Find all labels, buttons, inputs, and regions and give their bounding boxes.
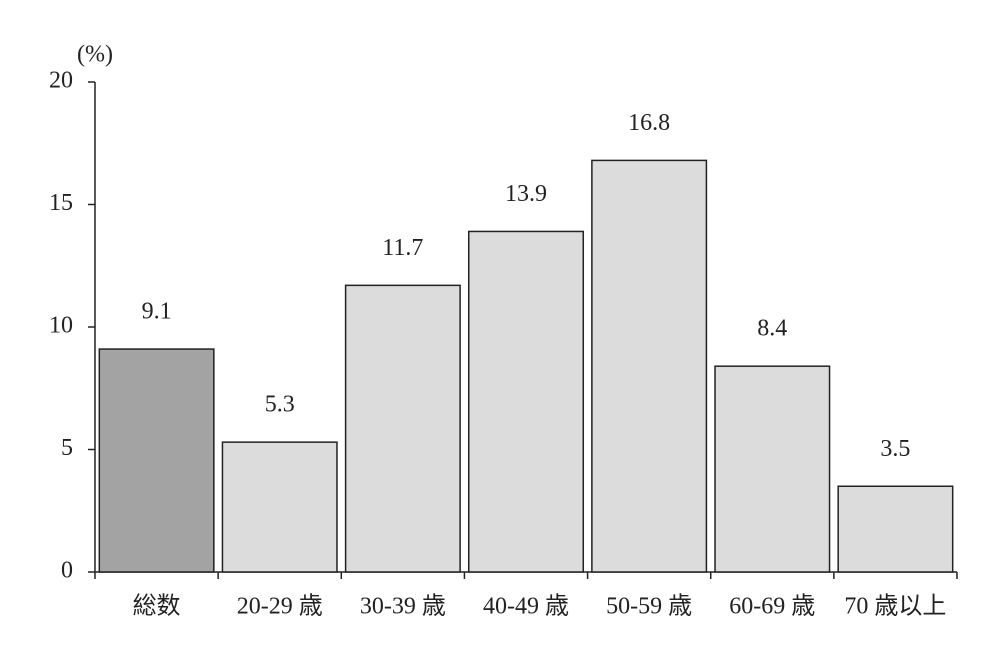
y-tick-label: 15	[49, 190, 73, 216]
value-label: 3.5	[880, 436, 910, 462]
value-label: 5.3	[265, 392, 295, 418]
value-label: 11.7	[382, 235, 423, 261]
bar	[344, 284, 461, 573]
y-tick-label: 0	[61, 558, 73, 584]
value-label: 13.9	[505, 181, 547, 207]
x-tick-label: 総数	[133, 593, 181, 620]
bar	[837, 485, 954, 573]
y-tick-label: 10	[49, 313, 73, 339]
value-label: 9.1	[142, 299, 172, 325]
bar	[467, 230, 585, 573]
x-tick-label: 50-59 歳	[606, 593, 692, 620]
y-tick-label: 5	[61, 435, 73, 461]
bar	[714, 365, 831, 573]
x-tick-label: 70 歳以上	[844, 593, 946, 620]
x-tick-label: 60-69 歳	[729, 593, 815, 620]
y-tick-label: 20	[49, 68, 73, 94]
x-tick-label: 20-29 歳	[237, 593, 323, 620]
bar	[98, 348, 215, 573]
value-label: 8.4	[757, 316, 787, 342]
bar	[221, 441, 338, 573]
value-label: 16.8	[628, 110, 670, 136]
y-axis-label: (%)	[77, 42, 113, 68]
bar	[591, 159, 708, 573]
x-tick-label: 30-39 歳	[360, 593, 446, 620]
x-tick-label: 40-49 歳	[483, 593, 569, 620]
